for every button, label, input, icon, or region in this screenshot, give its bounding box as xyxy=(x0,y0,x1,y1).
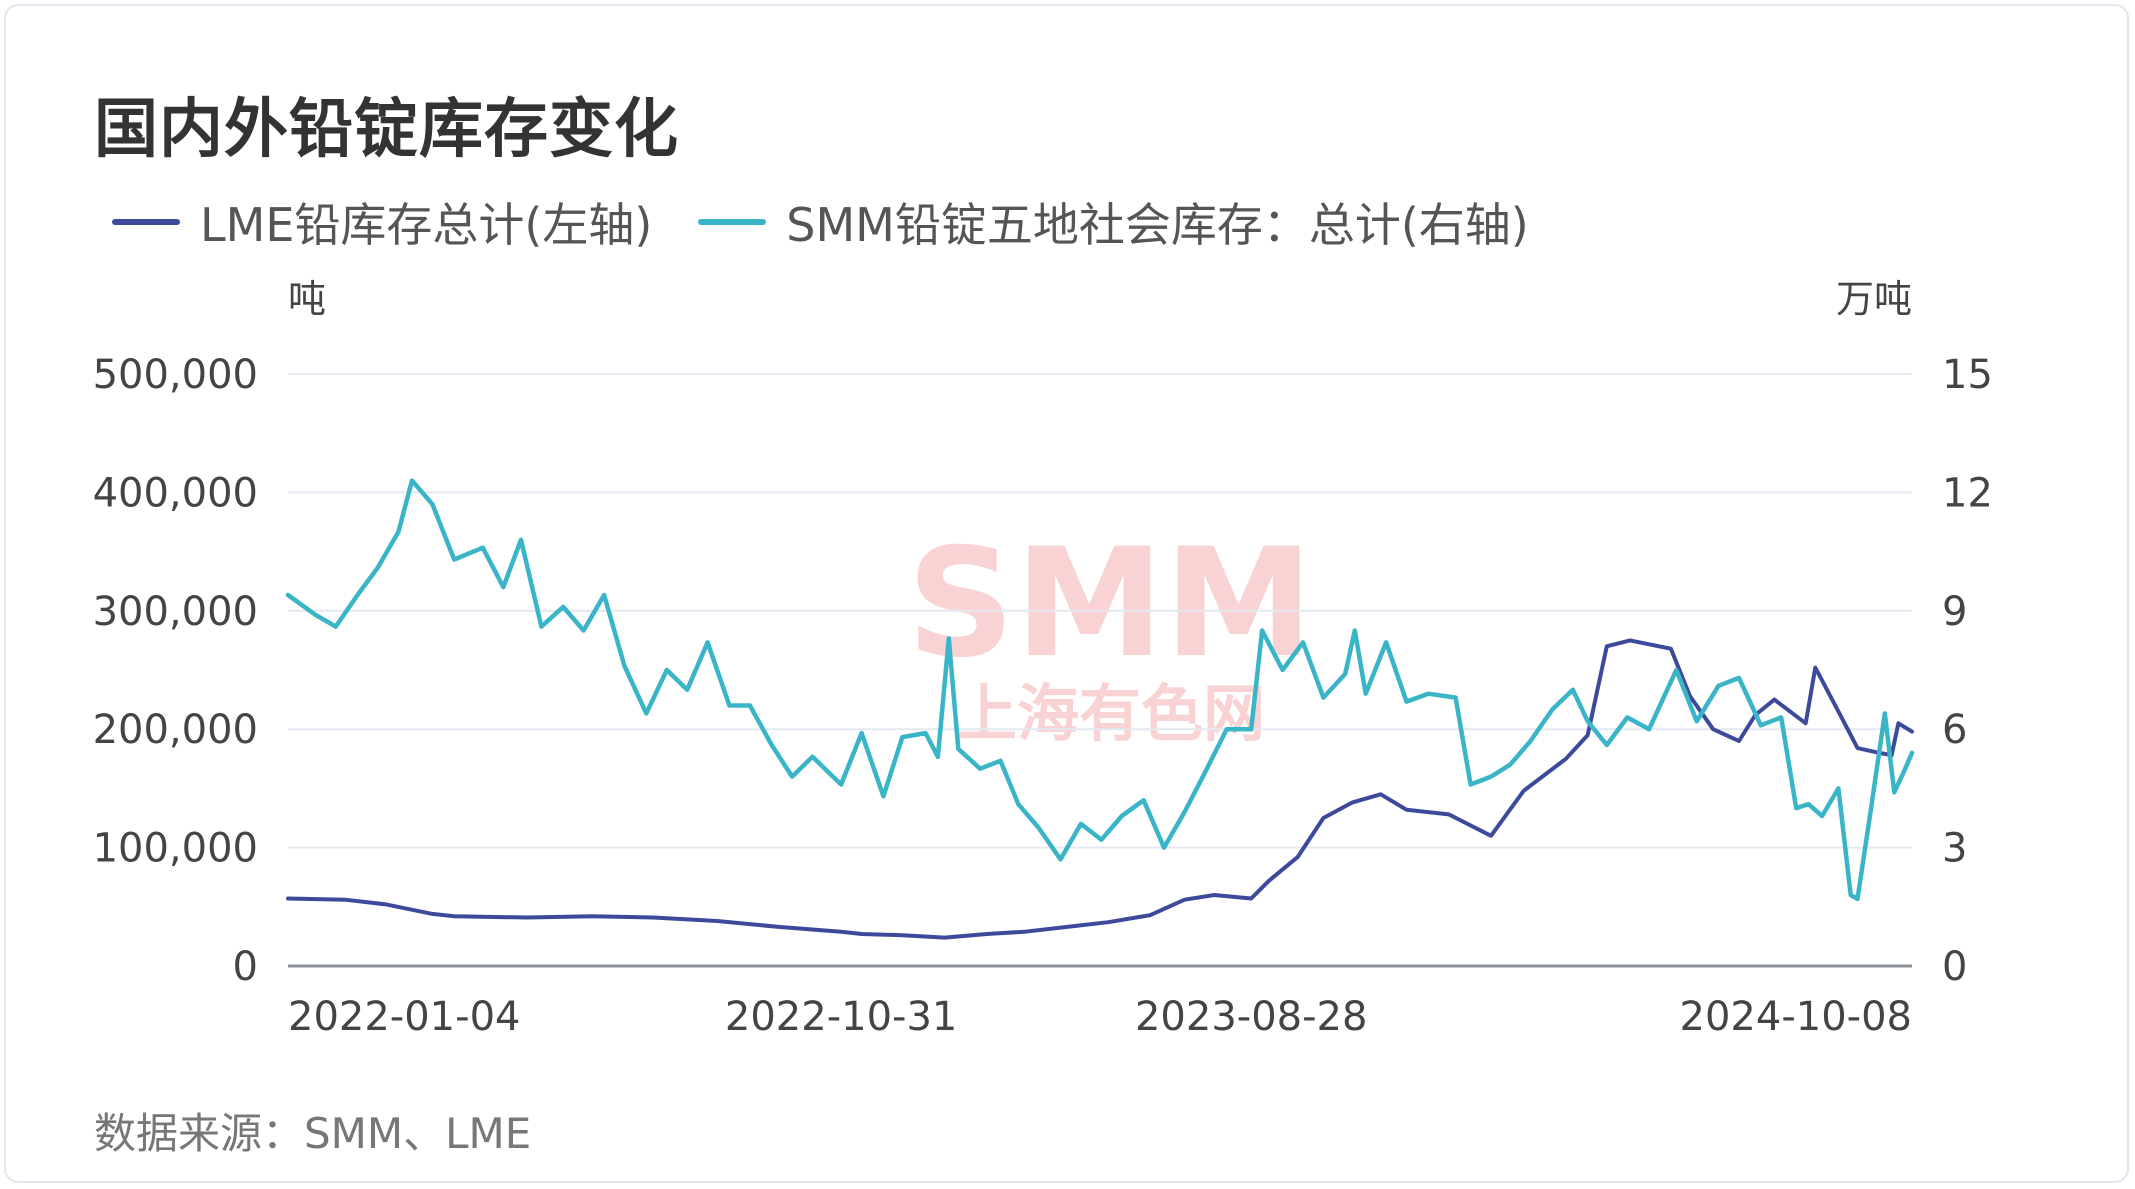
watermark-bottom: 上海有色网 xyxy=(955,677,1265,750)
y-left-tick-label: 400,000 xyxy=(93,470,258,516)
y-right-tick-label: 15 xyxy=(1942,352,1993,398)
y-left-tick-label: 200,000 xyxy=(93,707,258,753)
chart-legend: LME铅库存总计(左轴) SMM铅锭五地社会库存：总计(右轴) xyxy=(112,192,1575,252)
y-left-tick-label: 100,000 xyxy=(93,826,258,872)
watermark-top: SMM xyxy=(907,517,1314,691)
y-right-tick-label: 12 xyxy=(1942,470,1993,516)
y-right-tick-label: 0 xyxy=(1942,944,1967,990)
legend-label-lme: LME铅库存总计(左轴) xyxy=(200,198,653,252)
legend-swatch-smm xyxy=(698,219,767,225)
series-line-lme xyxy=(286,638,1914,940)
series-line-smm xyxy=(285,478,1915,902)
y-right-tick-label: 9 xyxy=(1942,589,1967,635)
legend-swatch-lme xyxy=(112,219,180,225)
legend-item-smm[interactable]: SMM铅锭五地社会库存：总计(右轴) xyxy=(698,189,1529,255)
x-tick-label: 2022-01-04 xyxy=(288,994,520,1040)
y-left-tick-label: 500,000 xyxy=(93,352,258,398)
data-source-note: 数据来源：SMM、LME xyxy=(94,1109,532,1158)
y-left-unit: 吨 xyxy=(288,277,326,321)
legend-item-lme[interactable]: LME铅库存总计(左轴) xyxy=(112,189,652,255)
x-tick-label: 2023-08-28 xyxy=(1135,994,1367,1040)
y-left-tick-label: 300,000 xyxy=(93,589,258,635)
smm-watermark: SMM 上海有色网 xyxy=(907,517,1314,750)
legend-label-smm: SMM铅锭五地社会库存：总计(右轴) xyxy=(786,198,1529,252)
x-tick-label: 2022-10-31 xyxy=(725,994,957,1040)
y-right-tick-label: 3 xyxy=(1942,826,1967,872)
y-right-tick-label: 6 xyxy=(1942,707,1967,753)
y-left-tick-label: 0 xyxy=(233,944,258,990)
x-tick-label: 2024-10-08 xyxy=(1680,994,1912,1040)
chart-title: 国内外铅锭库存变化 xyxy=(94,93,679,167)
y-right-unit: 万吨 xyxy=(1836,277,1912,321)
